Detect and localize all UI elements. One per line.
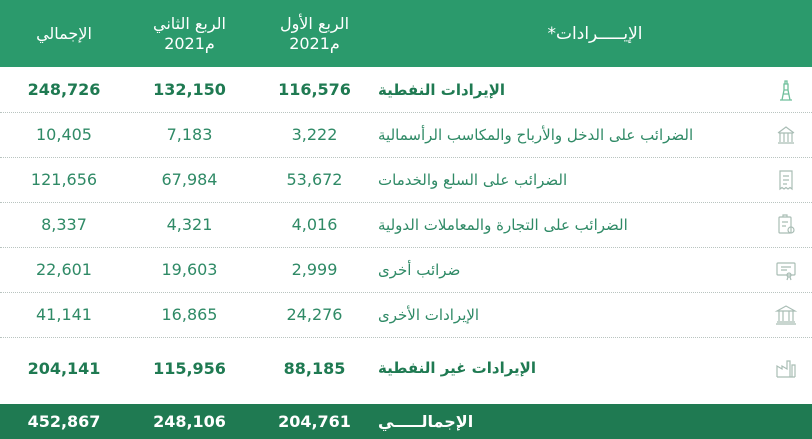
header-q1-line2: 2021م	[289, 33, 340, 53]
header-q1-line1: الربع الأول	[279, 13, 350, 33]
footer-label: الإجمالـــــي	[378, 412, 474, 431]
row-total: 10,405	[36, 125, 92, 144]
table-header: الإجمالي الربع الثاني 2021م الربع الأول …	[0, 0, 812, 67]
row-q2: 7,183	[166, 125, 213, 144]
row-total: 41,141	[36, 305, 92, 324]
row-q2: 67,984	[161, 170, 218, 189]
row-q1: 116,576	[278, 80, 351, 99]
row-label: الإيرادات النفطية	[378, 80, 506, 99]
footer-q1: 204,761	[278, 412, 351, 431]
clipboard-trade-icon	[770, 202, 802, 247]
table-row: 8,337 4,321 4,016 الضرائب على التجارة وا…	[0, 202, 812, 248]
row-total: 204,141	[27, 358, 101, 378]
receipt-icon	[770, 157, 802, 202]
header-q2: الربع الثاني 2021م	[133, 0, 246, 67]
table-row: 121,656 67,984 53,672 الضرائب على السلع …	[0, 157, 812, 203]
header-q2-line2: 2021م	[164, 33, 215, 53]
row-q1: 24,276	[286, 305, 343, 324]
row-total: 8,337	[41, 215, 87, 234]
row-total: 121,656	[30, 170, 98, 189]
table-row: 248,726 132,150 116,576 الإيرادات النفطي…	[0, 67, 812, 113]
row-label: الضرائب على الدخل والأرباح والمكاسب الرأ…	[378, 125, 694, 144]
row-label: الضرائب على السلع والخدمات	[378, 170, 568, 189]
table-row: 10,405 7,183 3,222 الضرائب على الدخل وال…	[0, 112, 812, 158]
row-q2: 132,150	[153, 80, 226, 99]
row-q1: 4,016	[291, 215, 338, 234]
footer-q2: 248,106	[153, 412, 226, 431]
header-q2-line1: الربع الثاني	[152, 13, 226, 33]
header-q1: الربع الأول 2021م	[258, 0, 371, 67]
oil-pump-icon	[770, 67, 802, 112]
row-label: الضرائب على التجارة والمعاملات الدولية	[378, 215, 628, 234]
table-row: 22,601 19,603 2,999 ضرائب أخرى	[0, 247, 812, 293]
table-row: 204,141 115,956 88,185 الإيرادات غير الن…	[0, 337, 812, 399]
row-total: 248,726	[27, 80, 101, 99]
row-q1: 3,222	[291, 125, 338, 144]
certificate-icon	[770, 247, 802, 292]
footer-total: 452,867	[27, 412, 101, 431]
row-q1: 2,999	[291, 260, 338, 279]
row-total: 22,601	[36, 260, 92, 279]
bank-building-icon	[770, 112, 802, 157]
header-total-label: الإجمالي	[36, 23, 92, 43]
government-building-icon	[770, 292, 802, 337]
header-revenues: الإيـــــرادات*	[520, 0, 670, 67]
row-q2: 16,865	[161, 305, 218, 324]
row-label: الإيرادات غير النفطية	[378, 359, 536, 377]
table-footer: 452,867 248,106 204,761 الإجمالـــــي	[0, 404, 812, 439]
row-q1: 53,672	[286, 170, 343, 189]
row-label: ضرائب أخرى	[378, 260, 461, 279]
row-q2: 19,603	[161, 260, 218, 279]
row-label: الإيرادات الأخرى	[378, 305, 480, 324]
row-q2: 4,321	[166, 215, 213, 234]
header-revenues-label: الإيـــــرادات*	[547, 23, 643, 44]
header-total: الإجمالي	[10, 0, 118, 67]
row-q2: 115,956	[153, 358, 226, 378]
factory-icon	[770, 337, 802, 399]
table-row: 41,141 16,865 24,276 الإيرادات الأخرى	[0, 292, 812, 338]
row-q1: 88,185	[283, 358, 346, 378]
